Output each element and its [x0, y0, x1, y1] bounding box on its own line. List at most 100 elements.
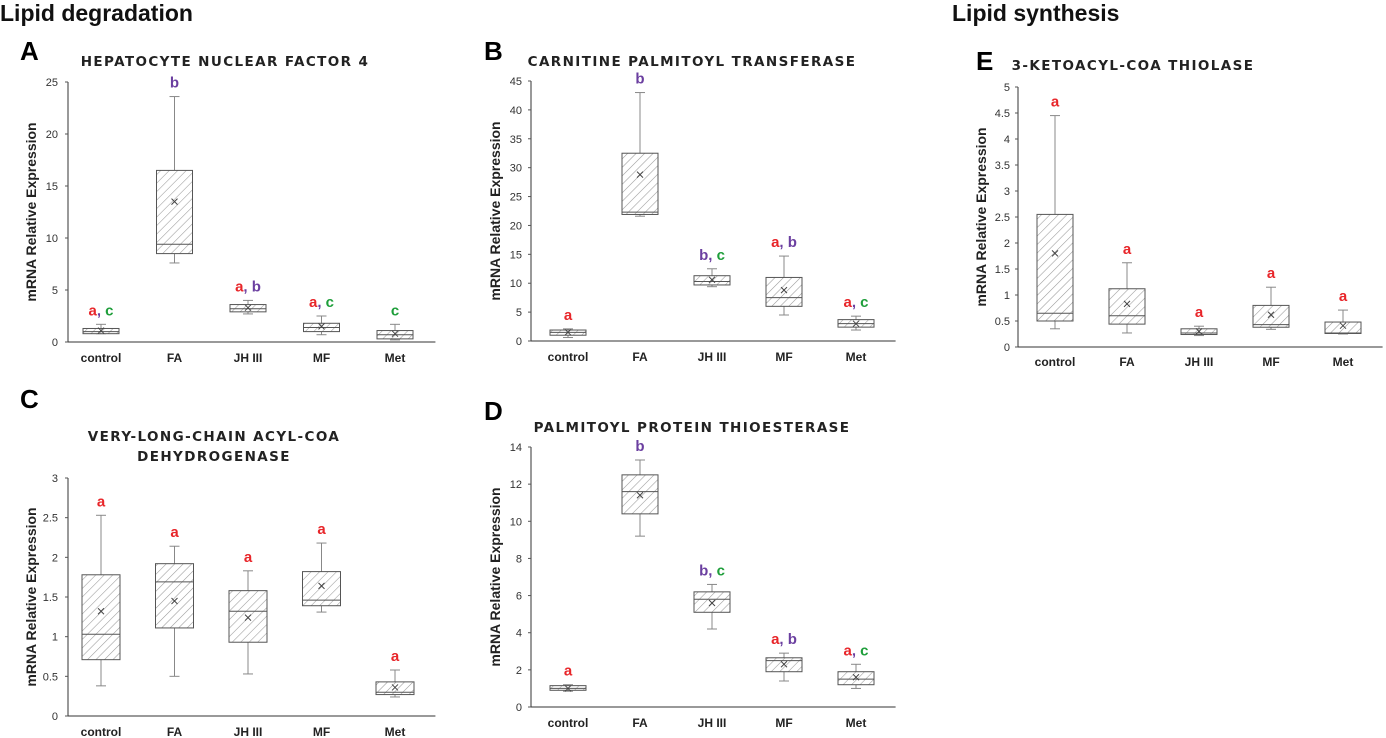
panel-letter: E: [976, 46, 993, 76]
y-axis-label: mRNA Relative Expression: [973, 127, 989, 306]
mean-marker: [780, 286, 788, 294]
significance-label: c: [391, 302, 399, 319]
box-jh-iii: [693, 268, 731, 288]
mean-marker: [636, 171, 644, 178]
chart-panel-e: E 3-KETOACYL-COA THIOLASE mRNA Relative Ex…: [973, 46, 1383, 369]
significance-letter: ,: [779, 631, 787, 648]
significance-label: a: [244, 549, 253, 566]
significance-letter: a: [1195, 304, 1204, 321]
mean-marker-stroke: [564, 328, 572, 336]
box-mf: [302, 542, 341, 613]
x-category-label: control: [548, 716, 589, 730]
chart-panel-b: B CARNITINE PALMITOYL TRANSFERASE mRNA Rel…: [484, 36, 896, 364]
box-iqr: [837, 671, 875, 686]
y-tick-label: 1: [52, 632, 58, 644]
y-tick-label: 4: [1004, 134, 1010, 146]
mean-marker: [852, 320, 860, 328]
chart-title: CARNITINE PALMITOYL TRANSFERASE: [528, 54, 857, 70]
significance-label: a, b: [771, 631, 797, 648]
mean-marker: [244, 614, 252, 621]
y-tick-label: 4: [516, 628, 522, 640]
mean-marker-stroke: [391, 684, 399, 691]
chart-title: PALMITOYL PROTEIN THIOESTERASE: [534, 420, 851, 436]
x-category-label: control: [81, 351, 122, 365]
box-control: [1036, 115, 1074, 330]
box-control: [549, 328, 587, 339]
x-category-label: MF: [313, 725, 330, 738]
x-category-label: MF: [1262, 355, 1279, 369]
mean-marker: [636, 491, 644, 499]
significance-letter: b: [170, 75, 179, 92]
box-fa: [155, 545, 194, 677]
box-iqr: [375, 681, 415, 696]
mean-marker: [708, 276, 716, 284]
significance-label: a: [1123, 241, 1132, 258]
mean-marker: [171, 198, 178, 205]
box-mf: [765, 255, 803, 316]
box-met: [837, 315, 875, 331]
chart-title: DEHYDROGENASE: [137, 449, 291, 465]
y-tick-label: 2.5: [43, 513, 58, 525]
significance-letter: ,: [708, 247, 716, 264]
significance-label: a: [1051, 94, 1060, 111]
significance-letter: ,: [779, 234, 787, 251]
x-category-label: JH III: [698, 350, 727, 364]
significance-letter: a: [771, 631, 780, 648]
y-tick-label: 3.5: [995, 160, 1010, 172]
mean-marker-stroke: [97, 327, 105, 334]
significance-letter: a: [244, 549, 253, 566]
y-tick-label: 0.5: [43, 671, 58, 683]
mean-marker: [391, 684, 399, 691]
box-iqr: [81, 574, 121, 661]
y-tick-label: 0: [52, 711, 58, 723]
significance-letter: ,: [317, 294, 325, 311]
mean-marker: [318, 582, 325, 590]
section-title-synthesis: Lipid synthesis: [952, 0, 1119, 26]
significance-letter: a: [235, 278, 244, 295]
box-control: [81, 514, 121, 687]
x-category-label: JH III: [698, 716, 727, 730]
significance-letter: b: [788, 234, 797, 251]
significance-label: b: [635, 438, 644, 455]
y-tick-label: 5: [516, 307, 522, 319]
significance-letter: c: [717, 247, 725, 264]
y-tick-label: 6: [516, 591, 522, 603]
y-axis-label: mRNA Relative Expression: [487, 487, 503, 666]
mean-marker-stroke: [244, 304, 252, 312]
mean-marker-stroke: [318, 323, 325, 330]
y-tick-label: 1.5: [995, 264, 1010, 276]
mean-marker-stroke: [391, 330, 399, 338]
y-tick-label: 20: [46, 129, 58, 141]
mean-marker-stroke: [564, 685, 572, 692]
y-tick-label: 5: [1004, 82, 1010, 94]
panel-letter: D: [484, 396, 503, 426]
significance-letter: a: [97, 493, 106, 510]
y-tick-label: 5: [52, 285, 58, 297]
x-category-label: JH III: [234, 351, 263, 365]
mean-marker: [1195, 328, 1203, 335]
box-iqr: [765, 276, 803, 307]
significance-label: b: [635, 71, 644, 88]
box-iqr: [1324, 321, 1362, 334]
x-category-label: FA: [167, 725, 183, 738]
mean-marker-stroke: [1339, 322, 1347, 330]
significance-letter: a: [309, 294, 318, 311]
significance-letter: c: [105, 302, 113, 319]
y-tick-label: 25: [510, 192, 522, 204]
significance-letter: ,: [708, 562, 716, 579]
box-control: [549, 684, 587, 692]
significance-label: a, c: [843, 294, 868, 311]
mean-marker: [564, 685, 572, 692]
significance-label: a: [1267, 265, 1276, 282]
y-tick-label: 4.5: [995, 108, 1010, 120]
significance-letter: a: [564, 663, 573, 680]
mean-marker-stroke: [852, 320, 860, 328]
significance-letter: a: [391, 648, 400, 665]
significance-letter: a: [1123, 241, 1132, 258]
x-category-label: MF: [313, 351, 330, 365]
box-mf: [303, 315, 340, 336]
box-mf: [765, 652, 803, 682]
mean-marker-stroke: [780, 286, 788, 294]
y-axis-label: mRNA Relative Expression: [487, 121, 503, 300]
box-iqr: [156, 169, 193, 255]
